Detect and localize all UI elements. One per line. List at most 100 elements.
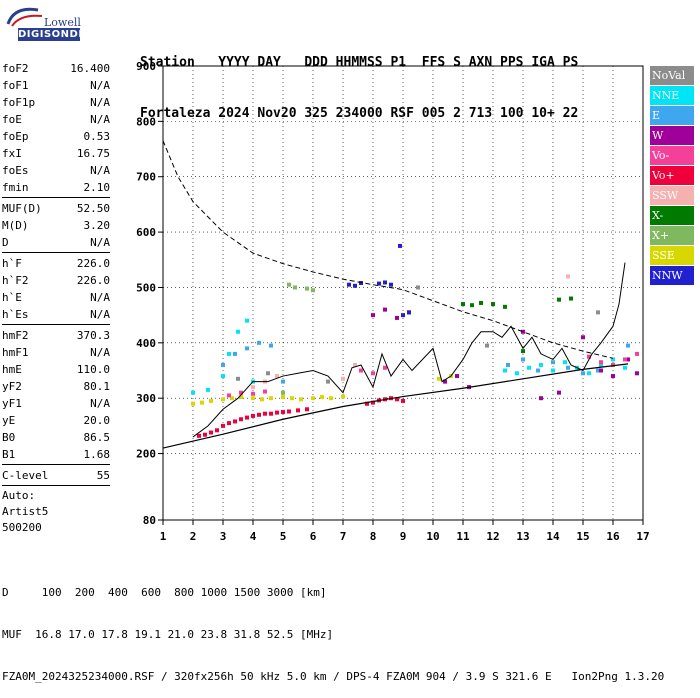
data-point-vo — [251, 413, 255, 418]
data-point-vo — [209, 430, 213, 435]
data-point-vo — [239, 390, 243, 395]
data-point-nne — [221, 374, 225, 379]
data-point-vo — [383, 365, 387, 370]
data-point-nne — [539, 362, 543, 367]
dashed-curve — [162, 140, 614, 359]
ionospheric-parameters-panel: foF2 16.400 foF1 N/A foF1p N/A foE N/A foEp 0.53 f… — [2, 60, 110, 536]
x-tick-label: 3 — [220, 530, 227, 543]
param-key: yF2 — [2, 380, 22, 393]
param-value: N/A — [90, 164, 110, 177]
data-point-e — [536, 368, 540, 373]
data-point-sse — [329, 396, 333, 401]
param-key: fmin — [2, 181, 29, 194]
data-point-nne — [587, 371, 591, 376]
data-point-x — [470, 303, 474, 308]
data-point-e — [233, 351, 237, 356]
param-row-fof1p: foF1p N/A — [2, 94, 110, 111]
param-key: B1 — [2, 448, 16, 461]
data-point-sse — [269, 396, 273, 401]
data-point-noval — [596, 310, 600, 315]
param-key: M(D) — [2, 219, 29, 232]
data-point-e — [596, 368, 600, 373]
param-key: foEs — [2, 164, 29, 177]
data-point-vo — [221, 423, 225, 428]
data-point-e — [257, 340, 261, 345]
legend-item-e: E — [650, 106, 694, 125]
param-key: foF2 — [2, 62, 29, 75]
param-key: C-level — [2, 469, 49, 482]
data-point-e — [506, 362, 510, 367]
param-row-foes: foEs N/A — [2, 162, 110, 179]
trace-line — [192, 262, 626, 438]
param-value: 110.0 — [76, 363, 110, 376]
data-point-noval — [236, 376, 240, 381]
legend-item-w: W — [650, 126, 694, 145]
digisonde-logo: Lowell DIGISONDE — [4, 4, 85, 42]
data-point-sse — [311, 396, 315, 401]
param-value: 226.0 — [76, 274, 110, 287]
param-value: 1.68 — [83, 448, 111, 461]
x-tick-label: 8 — [370, 530, 377, 543]
data-point-vo — [359, 368, 363, 373]
data-point-nne — [563, 360, 567, 365]
data-point-vo — [269, 411, 273, 416]
data-point-nne — [527, 365, 531, 370]
x-tick-label: 12 — [486, 530, 499, 543]
param-key: foEp — [2, 130, 29, 143]
param-row-foe: foE N/A — [2, 111, 110, 128]
data-point-x — [569, 296, 573, 301]
x-tick-label: 13 — [516, 530, 529, 543]
param-row-b0: B0 86.5 — [2, 429, 110, 446]
param-row-foep: foEp 0.53 — [2, 128, 110, 145]
x-tick-label: 10 — [426, 530, 439, 543]
param-value: N/A — [90, 308, 110, 321]
data-point-x — [491, 302, 495, 307]
param-value: 2.10 — [83, 181, 111, 194]
data-point-noval — [326, 379, 330, 384]
footer-file-info: FZA0M_2024325234000.RSF / 320fx256h 50 k… — [2, 670, 665, 683]
data-point-vo — [611, 362, 615, 367]
data-point-x — [461, 302, 465, 307]
x-tick-label: 11 — [456, 530, 470, 543]
data-point-x — [503, 304, 507, 309]
legend-item-vo: Vo+ — [650, 166, 694, 185]
data-point-w — [539, 396, 543, 401]
data-point-w — [383, 307, 387, 312]
param-row-yf1: yF1 N/A — [2, 395, 110, 412]
param-row-md: M(D) 3.20 — [2, 217, 110, 234]
param-row-fxi: fxI 16.75 — [2, 145, 110, 162]
legend-item-ssw: SSW — [650, 186, 694, 205]
data-point-x — [305, 286, 309, 291]
data-point-vo — [635, 351, 639, 356]
polarization-legend: NoVal NNE E W Vo- Vo+ SSW X- X+ SSE NNW — [650, 66, 694, 286]
param-row-yf2: yF2 80.1 — [2, 378, 110, 395]
data-point-e — [551, 360, 555, 365]
param-separator — [2, 464, 110, 465]
y-tick-label: 400 — [136, 337, 156, 350]
param-separator — [2, 485, 110, 486]
data-point-vo — [305, 407, 309, 412]
data-point-nne — [623, 365, 627, 370]
data-point-vo — [281, 410, 285, 415]
param-key: foF1 — [2, 79, 29, 92]
data-point-vo — [275, 410, 279, 415]
data-point-nne — [599, 362, 603, 367]
data-point-sse — [221, 397, 225, 402]
param-row-hf2: h`F2 226.0 — [2, 272, 110, 289]
param-value: N/A — [90, 291, 110, 304]
data-point-w — [635, 371, 639, 376]
param-row-he: h`E N/A — [2, 289, 110, 306]
data-point-sse — [299, 397, 303, 402]
y-tick-label: 800 — [136, 115, 156, 128]
data-point-vo — [287, 409, 291, 414]
param-value: 0.53 — [83, 130, 111, 143]
param-key: fxI — [2, 147, 22, 160]
y-tick-label: 600 — [136, 226, 156, 239]
data-point-nnw — [398, 243, 402, 248]
data-point-ssw — [353, 362, 357, 367]
data-point-e — [281, 379, 285, 384]
param-value: N/A — [90, 346, 110, 359]
param-value: 226.0 — [76, 257, 110, 270]
param-key: h`Es — [2, 308, 29, 321]
data-point-noval — [266, 371, 270, 376]
